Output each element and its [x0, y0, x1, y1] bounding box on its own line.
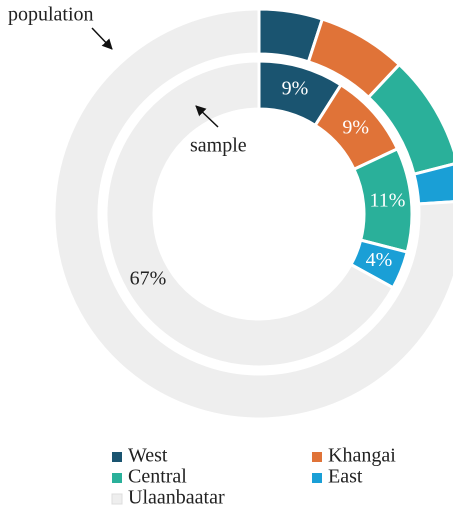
legend-label: Ulaanbaatar [128, 487, 225, 509]
data-label: 11% [369, 189, 405, 211]
legend-swatch [111, 493, 123, 505]
annotation-arrow [91, 27, 113, 50]
data-label: 9% [282, 78, 309, 100]
legend-swatch [312, 452, 322, 462]
data-label: 9% [342, 116, 369, 138]
annotation-arrow [195, 105, 219, 128]
legend: West Khangai Central East Ulaanbaatar [111, 445, 396, 509]
data-label: 4% [366, 249, 393, 271]
data-label: 67% [130, 267, 167, 289]
ring-annotation: population [8, 4, 94, 26]
ring-annotation: sample [190, 135, 247, 157]
legend-label: East [328, 466, 363, 488]
legend-swatch [112, 452, 122, 462]
ring-segment [52, 7, 453, 421]
legend-label: Khangai [328, 445, 396, 467]
legend-swatch [112, 473, 122, 483]
rings: 9% 9% 11% 4% 67% [52, 7, 453, 421]
legend-label: West [128, 445, 168, 467]
ring-segment [104, 59, 396, 369]
legend-label: Central [128, 466, 187, 488]
legend-swatch [312, 473, 322, 483]
